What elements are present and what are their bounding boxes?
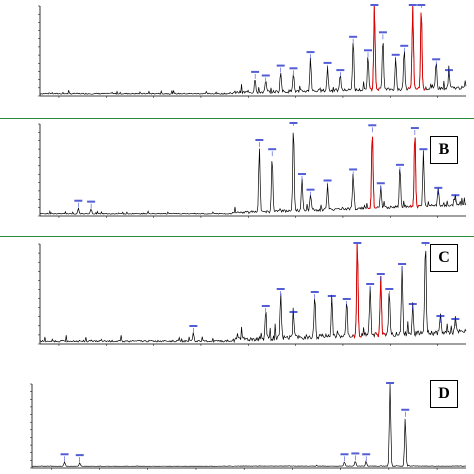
peak-label-mark xyxy=(408,4,417,6)
peak-label-mark xyxy=(336,69,345,72)
peak-label-mark xyxy=(401,408,410,411)
panel-a xyxy=(0,0,474,113)
peak-label-mark xyxy=(255,139,264,141)
chromatogram-trace xyxy=(39,5,467,95)
panel-c-label: C xyxy=(430,244,458,272)
peak-label-mark xyxy=(289,311,298,313)
peak-label-mark xyxy=(323,61,332,64)
highlighted-peak xyxy=(367,136,377,210)
peak-label-mark xyxy=(436,315,445,317)
peak-label-mark xyxy=(323,179,332,182)
peak-label-mark xyxy=(398,263,407,265)
highlighted-peak xyxy=(416,12,427,91)
peak-label-mark xyxy=(353,242,362,244)
peak-label-mark xyxy=(349,35,358,38)
peak-label-mark xyxy=(386,382,395,384)
peak-label-mark xyxy=(444,69,453,72)
peak-label-mark xyxy=(391,53,400,56)
peak-label-mark xyxy=(342,298,351,300)
peak-label-mark xyxy=(327,295,336,297)
peak-label-mark xyxy=(421,242,430,244)
peak-label-mark xyxy=(395,163,404,166)
panel-d-chart xyxy=(30,382,466,470)
peak-label-mark xyxy=(306,188,315,191)
highlighted-peak xyxy=(409,137,420,209)
peak-label-mark xyxy=(370,4,379,6)
peak-label-mark xyxy=(261,74,270,77)
peak-label-mark xyxy=(261,305,270,307)
peak-label-mark xyxy=(451,194,460,197)
peak-label-mark xyxy=(340,453,349,456)
peak-label-mark xyxy=(297,173,306,176)
peak-label-mark xyxy=(364,49,373,52)
panel-d-label: D xyxy=(430,380,458,408)
peak-label-mark xyxy=(368,124,377,127)
panel-b-chart xyxy=(0,118,474,218)
peak-label-mark xyxy=(268,148,277,151)
highlighted-peak xyxy=(368,5,380,92)
highlighted-peak xyxy=(352,243,363,340)
peak-label-mark xyxy=(189,325,198,327)
chromatogram-trace xyxy=(39,132,467,215)
peak-label-mark xyxy=(419,148,428,151)
peak-label-mark xyxy=(408,303,417,305)
panel-b: B xyxy=(0,118,474,234)
panel-c: C xyxy=(0,236,474,362)
peak-label-mark xyxy=(400,44,409,47)
panel-d: D xyxy=(0,372,474,474)
peak-label-mark xyxy=(74,199,83,202)
peak-label-mark xyxy=(276,288,285,290)
highlighted-peak xyxy=(407,5,418,90)
peak-label-mark xyxy=(349,168,358,171)
peak-label-mark xyxy=(376,182,385,185)
chromatogram-trace xyxy=(39,243,467,344)
panel-b-label: B xyxy=(430,136,458,164)
peak-label-mark xyxy=(434,186,443,189)
peak-label-mark xyxy=(60,453,69,456)
peak-label-mark xyxy=(75,454,84,457)
peak-label-mark xyxy=(310,291,319,293)
peak-label-mark xyxy=(385,288,394,290)
peak-label-mark xyxy=(432,58,441,61)
peak-label-mark xyxy=(251,70,260,73)
peak-label-mark xyxy=(306,51,315,54)
peak-label-mark xyxy=(410,127,419,130)
peak-label-mark xyxy=(289,122,298,124)
peak-label-mark xyxy=(417,4,426,6)
chromatogram-trace xyxy=(31,383,466,467)
peak-label-mark xyxy=(276,64,285,67)
peak-label-mark xyxy=(289,67,298,70)
panel-a-chart xyxy=(38,4,467,98)
peak-label-mark xyxy=(351,452,360,455)
highlighted-peak xyxy=(375,276,387,338)
peak-label-mark xyxy=(376,273,385,275)
peak-label-mark xyxy=(87,200,96,203)
peak-label-mark xyxy=(366,283,375,285)
panel-c-chart xyxy=(0,236,474,346)
peak-label-mark xyxy=(451,318,460,320)
peak-label-mark xyxy=(378,31,387,34)
peak-label-mark xyxy=(362,453,371,456)
